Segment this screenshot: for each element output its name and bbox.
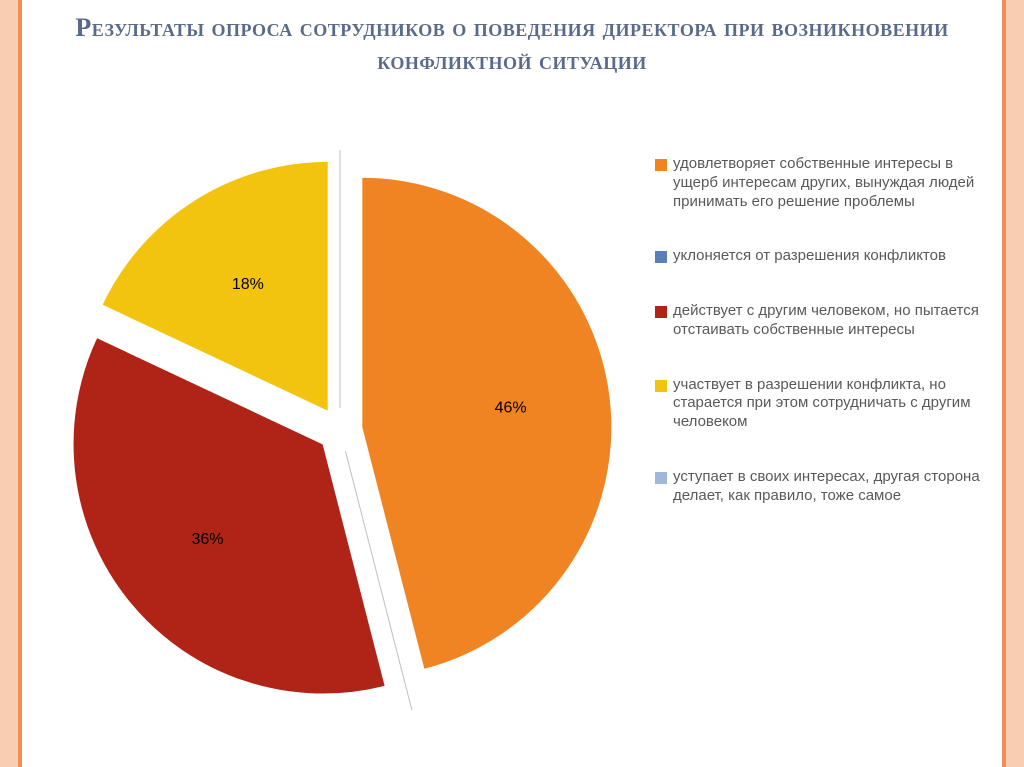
pie-chart-svg: 46%0%36%18%0% xyxy=(40,150,640,710)
pie-label-s1: 46% xyxy=(495,400,527,417)
slide: Результаты опроса сотрудников о поведени… xyxy=(0,0,1024,767)
legend-swatch xyxy=(655,306,667,318)
legend-label: уступает в своих интересах, другая сторо… xyxy=(673,468,985,506)
pie-label-s3: 36% xyxy=(191,531,223,548)
legend-label: участвует в разрешении конфликта, но ста… xyxy=(673,376,985,432)
legend-item: удовлетворяет собственные интересы в уще… xyxy=(655,155,985,211)
legend-item: уклоняется от разрешения конфликтов xyxy=(655,247,985,266)
legend-swatch xyxy=(655,159,667,171)
pie-slice-s3 xyxy=(73,338,385,694)
pie-slice-s1 xyxy=(362,177,612,669)
legend-swatch xyxy=(655,472,667,484)
legend-label: действует с другим человеком, но пытаетс… xyxy=(673,302,985,340)
legend-item: действует с другим человеком, но пытаетс… xyxy=(655,302,985,340)
pie-chart: 46%0%36%18%0% xyxy=(40,150,640,710)
legend-swatch xyxy=(655,251,667,263)
page-title: Результаты опроса сотрудников о поведени… xyxy=(40,12,984,77)
legend-label: уклоняется от разрешения конфликтов xyxy=(673,247,985,266)
legend-label: удовлетворяет собственные интересы в уще… xyxy=(673,155,985,211)
legend-item: уступает в своих интересах, другая сторо… xyxy=(655,468,985,506)
legend-swatch xyxy=(655,380,667,392)
legend: удовлетворяет собственные интересы в уще… xyxy=(655,155,985,541)
legend-item: участвует в разрешении конфликта, но ста… xyxy=(655,376,985,432)
slide-border-left xyxy=(0,0,18,767)
slide-border-right xyxy=(1006,0,1024,767)
pie-label-s4: 18% xyxy=(232,276,264,293)
